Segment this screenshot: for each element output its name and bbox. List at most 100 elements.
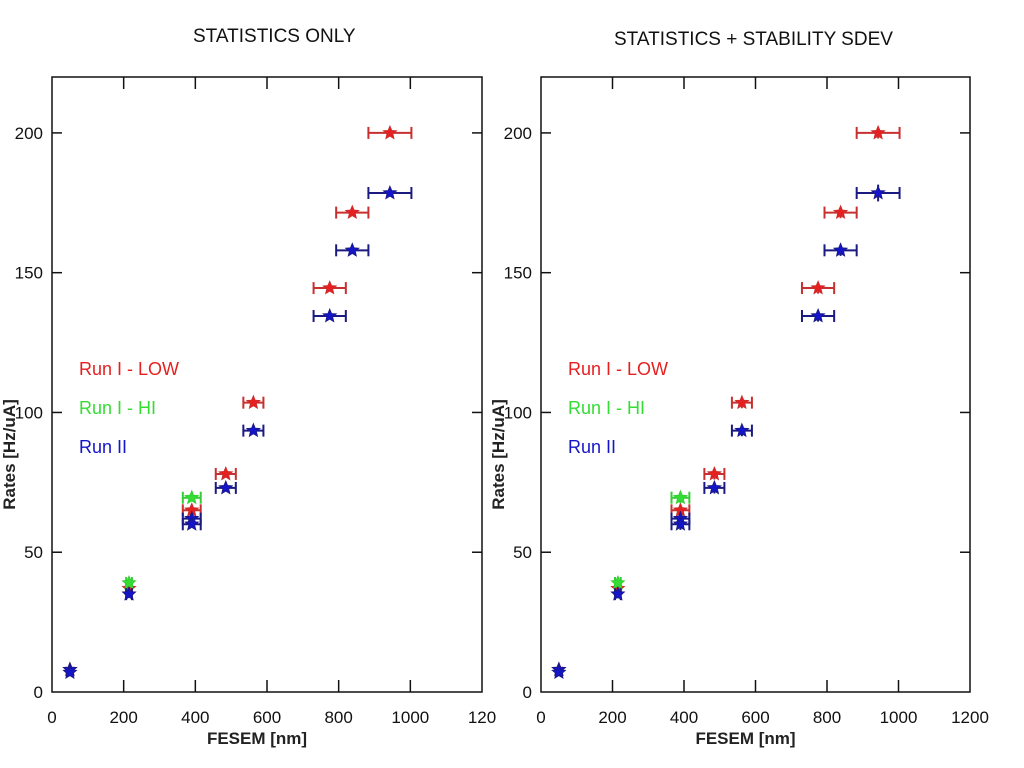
data-point [335, 204, 370, 220]
x-tick-label: 600 [741, 708, 769, 727]
data-point [367, 184, 413, 200]
data-point [800, 307, 836, 323]
star-marker [610, 586, 626, 601]
legend-entry: Run I - HI [79, 398, 156, 418]
data-point [367, 124, 413, 140]
x-tick-label: 800 [324, 708, 352, 727]
x-axis-label: FESEM [nm] [695, 729, 795, 748]
x-tick-label: 200 [598, 708, 626, 727]
data-point [703, 479, 726, 495]
star-marker [121, 586, 137, 601]
data-point [610, 574, 626, 590]
data-point [181, 516, 202, 531]
y-tick-label: 200 [504, 124, 532, 143]
y-axis-label: Rates [Hz/uA] [489, 399, 508, 510]
data-point [800, 280, 836, 295]
star-marker [832, 242, 849, 257]
star-marker [610, 574, 626, 590]
star-marker [810, 280, 826, 295]
data-point [181, 489, 202, 505]
x-tick-label: 120 [468, 708, 496, 727]
star-marker [734, 394, 750, 410]
y-tick-label: 150 [15, 264, 43, 283]
data-point [855, 124, 901, 140]
data-point [670, 516, 691, 531]
star-marker [382, 124, 398, 140]
x-tick-label: 400 [670, 708, 698, 727]
star-marker [870, 184, 886, 200]
legend-entry: Run II [568, 437, 616, 457]
data-point [551, 664, 567, 679]
star-marker [706, 479, 722, 495]
star-marker [382, 184, 398, 200]
star-marker [245, 394, 261, 410]
data-point [610, 586, 626, 601]
data-point [823, 242, 858, 257]
legend-entry: Run I - HI [568, 398, 645, 418]
data-point [703, 465, 726, 481]
star-marker [672, 489, 689, 505]
star-marker [245, 422, 261, 438]
star-marker [672, 516, 689, 531]
legend-entry: Run II [79, 437, 127, 457]
star-marker [218, 479, 234, 495]
x-tick-label: 800 [813, 708, 841, 727]
star-marker [551, 664, 567, 679]
data-point [242, 394, 265, 410]
x-tick-label: 1200 [951, 708, 989, 727]
legend-entry: Run I - LOW [568, 359, 668, 379]
star-marker [344, 242, 360, 257]
star-marker [706, 465, 722, 481]
star-marker [184, 516, 200, 531]
y-tick-label: 0 [34, 683, 43, 702]
chart-right: 0 200 400 600 800 1000 1200 0 50 100 150 200 FESEM [… [489, 76, 989, 748]
plot-frame [540, 76, 971, 693]
data-point [312, 307, 347, 323]
star-marker [870, 124, 886, 140]
data-point [121, 574, 137, 590]
data-point [670, 489, 691, 505]
y-tick-label: 100 [504, 403, 532, 422]
data-point [855, 184, 901, 202]
data-point [730, 394, 753, 410]
star-marker [832, 204, 849, 220]
y-tick-label: 200 [15, 124, 43, 143]
x-tick-label: 1000 [391, 708, 429, 727]
y-axis-label: Rates [Hz/uA] [0, 399, 19, 510]
data-point [312, 280, 347, 295]
data-point [214, 479, 237, 495]
data-point [121, 586, 137, 601]
data-point [823, 204, 858, 220]
star-marker [184, 489, 200, 505]
star-marker [344, 204, 360, 220]
chart-title-right: STATISTICS + STABILITY SDEV [614, 29, 893, 50]
y-tick-label: 100 [15, 403, 43, 422]
y-tick-label: 50 [24, 543, 43, 562]
star-marker [121, 574, 137, 590]
star-marker [810, 307, 826, 323]
plot-frame [51, 76, 483, 693]
y-tick-label: 50 [513, 543, 532, 562]
star-marker [218, 465, 234, 481]
star-marker [322, 307, 338, 323]
y-tick-label: 0 [523, 683, 532, 702]
star-marker [62, 664, 78, 679]
chart-title-left: STATISTICS ONLY [193, 26, 356, 47]
x-tick-label: 0 [47, 708, 56, 727]
data-point [335, 242, 370, 257]
data-point [214, 465, 237, 481]
data-point [242, 422, 265, 438]
y-tick-label: 150 [504, 264, 532, 283]
data-point [730, 422, 753, 438]
star-marker [734, 422, 750, 438]
x-tick-label: 400 [181, 708, 209, 727]
star-marker [322, 280, 338, 295]
x-tick-label: 0 [536, 708, 545, 727]
x-tick-label: 1000 [880, 708, 918, 727]
x-tick-label: 200 [109, 708, 137, 727]
x-axis-label: FESEM [nm] [207, 729, 307, 748]
data-point [62, 664, 78, 679]
legend-entry: Run I - LOW [79, 359, 179, 379]
